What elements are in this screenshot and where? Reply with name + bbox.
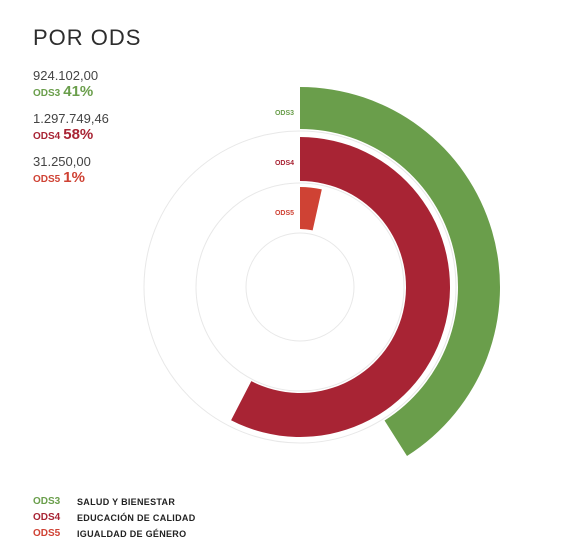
track-ring-inner — [245, 232, 355, 342]
stat-code: ODS5 — [33, 174, 61, 185]
stat-ods5: 31.250,00 ODS5 1% — [33, 154, 109, 188]
stats-panel: 924.102,00 ODS3 41% 1.297.749,46 ODS4 58% … — [33, 68, 109, 197]
legend-code: ODS3 — [33, 496, 61, 507]
bar-ods5 — [300, 187, 322, 231]
legend-item-ods5: ODS5 IGUALDAD DE GÉNERO — [33, 526, 196, 541]
legend-item-ods3: ODS3 SALUD Y BIENESTAR — [33, 494, 196, 509]
stat-amount: 31.250,00 — [33, 154, 91, 169]
page-title: POR ODS — [33, 25, 142, 50]
stat-code: ODS4 — [33, 131, 61, 142]
bar-label-ods4: ODS4 — [275, 160, 294, 167]
bar-ods4 — [231, 137, 450, 437]
stat-percent: 58% — [63, 126, 94, 143]
bar-label-ods5: ODS5 — [275, 210, 294, 217]
legend-code: ODS5 — [33, 528, 61, 539]
legend-item-ods4: ODS4 EDUCACIÓN DE CALIDAD — [33, 510, 196, 525]
bar-label-ods3: ODS3 — [275, 110, 294, 117]
stat-ods4: 1.297.749,46 ODS4 58% — [33, 111, 109, 145]
legend-label: IGUALDAD DE GÉNERO — [77, 528, 187, 539]
legend-label: EDUCACIÓN DE CALIDAD — [77, 512, 196, 523]
stat-code: ODS3 — [33, 88, 61, 99]
stat-amount: 924.102,00 — [33, 68, 99, 83]
stat-amount: 1.297.749,46 — [33, 111, 109, 126]
stat-ods3: 924.102,00 ODS3 41% — [33, 68, 109, 102]
track-ring-outer — [143, 130, 457, 444]
stat-percent: 1% — [63, 169, 85, 186]
legend: ODS3 SALUD Y BIENESTAR ODS4 EDUCACIÓN DE… — [33, 494, 196, 542]
legend-label: SALUD Y BIENESTAR — [77, 496, 176, 507]
bar-ods3 — [300, 87, 500, 456]
legend-code: ODS4 — [33, 512, 61, 523]
stat-percent: 41% — [63, 83, 94, 100]
track-ring-middle — [195, 182, 405, 392]
